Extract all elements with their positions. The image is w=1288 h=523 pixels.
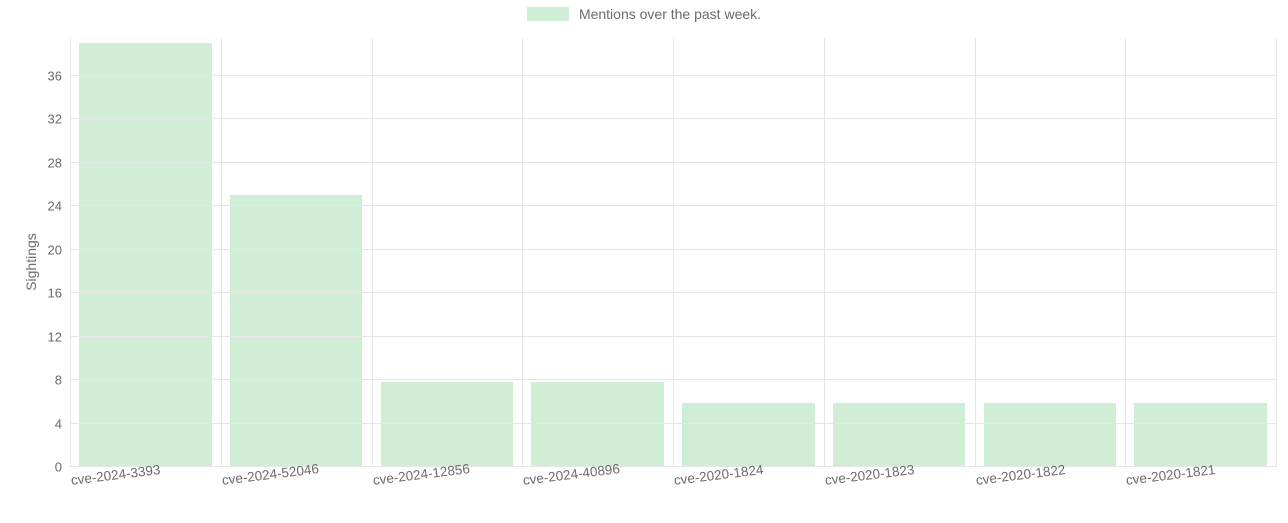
x-label-slot: cve-2020-1822: [975, 467, 1126, 523]
y-tick-label: 24: [48, 199, 70, 214]
y-tick-label: 28: [48, 155, 70, 170]
bar-slot: [372, 38, 523, 467]
legend-swatch: [527, 7, 569, 21]
x-label-slot: cve-2024-12856: [372, 467, 523, 523]
bar-slot: [975, 38, 1126, 467]
y-axis-label: Sightings: [23, 233, 39, 291]
bar: [531, 382, 664, 467]
sightings-bar-chart: Mentions over the past week. Sightings 0…: [0, 0, 1288, 523]
bar: [381, 382, 514, 467]
bar-slot: [824, 38, 975, 467]
x-label-slot: cve-2020-1824: [673, 467, 824, 523]
gridline-vertical: [522, 38, 523, 467]
bar: [230, 195, 363, 467]
bar: [1134, 403, 1267, 467]
y-tick-label: 20: [48, 242, 70, 257]
x-axis-labels: cve-2024-3393cve-2024-52046cve-2024-1285…: [70, 467, 1276, 523]
y-tick-label: 0: [55, 460, 70, 475]
y-tick-label: 8: [55, 373, 70, 388]
y-tick-label: 32: [48, 112, 70, 127]
x-label-slot: cve-2024-40896: [522, 467, 673, 523]
x-label-slot: cve-2020-1823: [824, 467, 975, 523]
bar-slot: [1125, 38, 1276, 467]
bar: [79, 43, 212, 467]
gridline-vertical: [70, 38, 71, 467]
gridline-vertical: [824, 38, 825, 467]
gridline-vertical: [1276, 38, 1277, 467]
chart-legend: Mentions over the past week.: [0, 6, 1288, 22]
y-tick-label: 36: [48, 69, 70, 84]
gridline-vertical: [975, 38, 976, 467]
y-tick-label: 16: [48, 286, 70, 301]
bar-slot: [522, 38, 673, 467]
gridline-vertical: [1125, 38, 1126, 467]
x-label-slot: cve-2024-3393: [70, 467, 221, 523]
bar-slot: [70, 38, 221, 467]
bar: [682, 403, 815, 467]
bar: [984, 403, 1117, 467]
gridline-vertical: [673, 38, 674, 467]
bar-slot: [221, 38, 372, 467]
gridline-vertical: [221, 38, 222, 467]
bar-slot: [673, 38, 824, 467]
x-label-slot: cve-2024-52046: [221, 467, 372, 523]
x-label-slot: cve-2020-1821: [1125, 467, 1276, 523]
y-tick-label: 12: [48, 329, 70, 344]
gridline-vertical: [372, 38, 373, 467]
y-tick-label: 4: [55, 416, 70, 431]
bar: [833, 403, 966, 467]
plot-area: 04812162024283236: [70, 38, 1276, 467]
legend-label: Mentions over the past week.: [579, 6, 761, 22]
